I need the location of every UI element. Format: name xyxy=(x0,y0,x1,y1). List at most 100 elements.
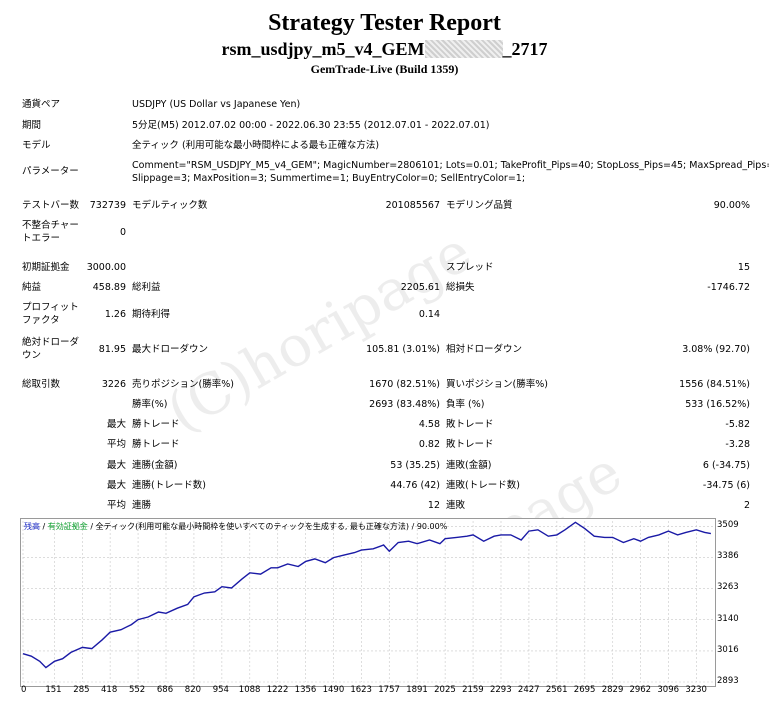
legend-sep-1: / xyxy=(40,522,48,531)
subtitle-prefix: rsm_usdjpy_m5_v4_GEM xyxy=(221,39,425,59)
max-cons-losses-amount-label: 連敗(金額) xyxy=(446,460,492,471)
max-cons-losses-count-label: 連敗(トレード数) xyxy=(446,480,520,491)
y-tick-label: 3016 xyxy=(717,644,739,655)
x-tick-label: 0 xyxy=(21,685,27,695)
x-tick-label: 2293 xyxy=(489,685,512,695)
spread-value: 15 xyxy=(737,262,750,273)
long-positions-value: 1556 (84.51%) xyxy=(679,379,750,390)
expected-payoff-value: 0.14 xyxy=(418,309,440,320)
avg-cons-losses-label: 連敗 xyxy=(446,500,466,511)
avg-word: 平均 xyxy=(106,439,126,450)
rel-drawdown-value: 3.08% (92.70) xyxy=(682,344,750,355)
max-win-trade-label: 勝トレード xyxy=(132,419,180,430)
params-label: パラメーター xyxy=(22,166,79,177)
max-cons-losses-count-value: -34.75 (6) xyxy=(702,480,750,491)
total-trades-label: 総取引数 xyxy=(22,379,61,390)
pair-label: 通貨ペア xyxy=(22,99,61,110)
test-bars-label: テストバー数 xyxy=(22,200,80,211)
x-tick-label: 3096 xyxy=(657,685,680,695)
win-rate-value: 2693 (83.48%) xyxy=(369,399,440,410)
x-tick-label: 954 xyxy=(212,685,229,695)
x-tick-label: 2962 xyxy=(629,685,652,695)
model-ticks-label: モデルティック数 xyxy=(132,200,208,211)
y-tick-label: 3509 xyxy=(717,520,739,531)
watermark-upper: (C)horipage xyxy=(156,219,483,446)
chart-legend: 残高 / 有効証拠金 / 全ティック(利用可能な最小時間枠を使いすべてのティック… xyxy=(24,522,447,532)
x-tick-label: 2427 xyxy=(517,685,540,695)
balance-line xyxy=(22,521,712,669)
x-tick-label: 2561 xyxy=(545,685,568,695)
max-win-trade-value: 4.58 xyxy=(418,419,440,430)
short-positions-value: 1670 (82.51%) xyxy=(369,379,440,390)
gross-profit-value: 2205.61 xyxy=(400,282,440,293)
test-bars-value: 732739 xyxy=(89,200,126,211)
x-tick-label: 820 xyxy=(184,685,202,695)
x-tick-label: 1222 xyxy=(266,685,289,695)
params-line-2: Slippage=3; MaxPosition=3; Summertime=1;… xyxy=(132,173,526,184)
short-positions-label: 売りポジション(勝率%) xyxy=(132,379,234,390)
legend-equity: 有効証拠金 xyxy=(47,522,88,531)
max-cons-wins-amount-label: 連勝(金額) xyxy=(132,460,178,471)
report-subtitle: rsm_usdjpy_m5_v4_GEM _2717 xyxy=(0,38,769,60)
max-word: 最大 xyxy=(106,419,126,430)
x-tick-label: 1623 xyxy=(350,685,372,695)
model-ticks-value: 201085567 xyxy=(385,200,440,211)
x-tick-label: 418 xyxy=(101,685,118,695)
balance-chart-svg xyxy=(22,521,713,683)
x-tick-label: 3230 xyxy=(685,685,707,695)
mismatch-value: 0 xyxy=(119,227,126,238)
balance-chart xyxy=(20,518,716,687)
report-title: Strategy Tester Report xyxy=(268,10,501,36)
max-loss-trade-value: -5.82 xyxy=(725,419,750,430)
x-tick-label: 285 xyxy=(73,685,90,695)
total-trades-value: 3226 xyxy=(101,379,126,390)
mismatch-label-line-1: 不整合チャー xyxy=(22,220,79,231)
net-profit-label: 純益 xyxy=(22,282,42,293)
loss-rate-value: 533 (16.52%) xyxy=(685,399,750,410)
quality-value: 90.00% xyxy=(713,200,750,211)
y-tick-label: 3386 xyxy=(717,551,739,562)
max-cons-losses-amount-value: 6 (-34.75) xyxy=(702,460,750,471)
redacted-mask xyxy=(424,40,503,58)
period-label: 期間 xyxy=(22,120,42,131)
avg-win-trade-value: 0.82 xyxy=(418,439,440,450)
loss-rate-label: 負率 (%) xyxy=(446,399,485,410)
long-positions-label: 買いポジション(勝率%) xyxy=(446,379,548,390)
max-cons-wins-count-label: 連勝(トレード数) xyxy=(132,480,206,491)
abs-drawdown-label-line-2: ウン xyxy=(22,350,42,361)
max-word: 最大 xyxy=(106,480,126,491)
gross-profit-label: 総利益 xyxy=(132,282,161,293)
avg-cons-losses-value: 2 xyxy=(743,500,750,511)
period-value: 5分足(M5) 2012.07.02 00:00 - 2022.06.30 23… xyxy=(132,120,490,131)
rel-drawdown-label: 相対ドローダウン xyxy=(446,344,523,355)
y-tick-label: 3140 xyxy=(717,613,739,624)
x-tick-label: 1891 xyxy=(406,685,428,695)
profit-factor-label-line-1: プロフィット xyxy=(22,302,79,313)
model-value: 全ティック (利用可能な最小時間枠による最も正確な方法) xyxy=(132,140,380,151)
y-tick-label: 2893 xyxy=(717,676,739,686)
x-tick-label: 2159 xyxy=(462,685,484,695)
avg-win-trade-label: 勝トレード xyxy=(132,439,180,450)
x-tick-label: 686 xyxy=(156,685,174,695)
x-tick-label: 2829 xyxy=(601,685,624,695)
x-tick-label: 151 xyxy=(45,685,62,695)
build-info: GemTrade-Live (Build 1359) xyxy=(310,62,459,76)
gross-loss-value: -1746.72 xyxy=(707,282,750,293)
avg-loss-trade-value: -3.28 xyxy=(725,439,750,450)
pair-value: USDJPY (US Dollar vs Japanese Yen) xyxy=(132,99,301,110)
net-profit-value: 458.89 xyxy=(92,282,126,293)
max-cons-wins-count-value: 44.76 (42) xyxy=(390,480,440,491)
legend-balance: 残高 xyxy=(24,522,40,531)
avg-cons-wins-label: 連勝 xyxy=(132,500,152,511)
deposit-label: 初期証拠金 xyxy=(22,262,70,273)
expected-payoff-label: 期待利得 xyxy=(132,309,171,320)
x-tick-label: 1356 xyxy=(294,685,317,695)
profit-factor-value: 1.26 xyxy=(104,309,126,320)
quality-label: モデリング品質 xyxy=(446,200,513,211)
win-rate-label: 勝率(%) xyxy=(132,399,168,410)
deposit-value: 3000.00 xyxy=(86,262,126,273)
y-tick-label: 3263 xyxy=(717,582,739,593)
params-line-1: Comment="RSM_USDJPY_M5_v4_GEM"; MagicNum… xyxy=(132,160,769,171)
x-tick-label: 1757 xyxy=(378,685,400,695)
avg-word: 平均 xyxy=(106,500,126,511)
